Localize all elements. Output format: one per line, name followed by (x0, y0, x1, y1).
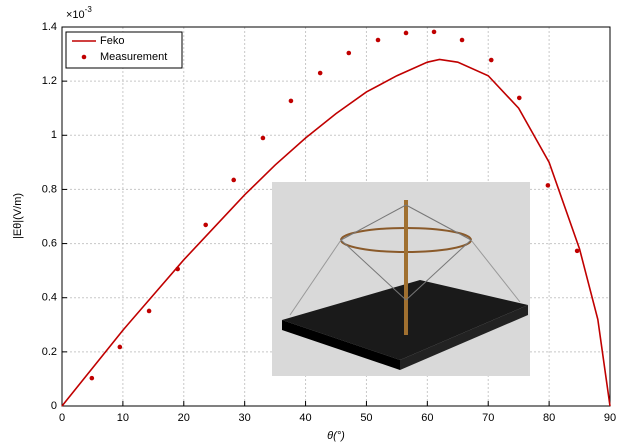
y-multiplier: ×10-3 (66, 5, 92, 21)
legend-label: Measurement (100, 51, 167, 63)
x-tick-label: 50 (360, 412, 372, 424)
y-tick-label: 0.6 (42, 237, 57, 249)
data-point (146, 308, 152, 314)
data-point (545, 183, 551, 188)
plot-frame (61, 26, 611, 407)
data-point (516, 95, 522, 101)
data-point (459, 37, 465, 43)
legend-label: Feko (100, 35, 124, 47)
x-tick-label: 0 (59, 412, 65, 424)
y-tick-label: 0.8 (42, 183, 57, 195)
y-tick-label: 0.4 (42, 292, 57, 304)
data-point (231, 177, 237, 183)
x-tick-label: 60 (421, 412, 433, 424)
data-point (288, 98, 294, 104)
y-tick-label: 1.2 (42, 75, 57, 87)
y-multiplier-base: ×10 (66, 9, 85, 21)
x-tick-label: 70 (482, 412, 494, 424)
data-point (346, 50, 352, 56)
data-point (375, 37, 381, 43)
data-point (574, 248, 580, 254)
data-point (260, 135, 266, 141)
x-tick-label: 20 (178, 412, 190, 424)
data-point (488, 57, 494, 63)
data-point (431, 29, 437, 35)
data-point (203, 222, 208, 228)
data-point (175, 266, 180, 272)
y-tick-label: 1 (51, 129, 57, 141)
data-point (317, 70, 323, 76)
data-point (117, 344, 123, 350)
x-tick-label: 40 (299, 412, 311, 424)
y-tick-label: 0 (51, 400, 57, 412)
inset-photo (272, 182, 530, 376)
y-multiplier-exponent: -3 (85, 5, 93, 14)
x-tick-label: 90 (604, 412, 616, 424)
x-tick-label: 10 (117, 412, 129, 424)
legend-swatch (81, 54, 87, 60)
data-point (403, 30, 409, 36)
data-line (61, 58, 611, 407)
x-tick-label: 80 (543, 412, 555, 424)
x-axis-label: θ(°) (327, 430, 345, 442)
y-tick-label: 0.2 (42, 346, 57, 358)
legend (65, 31, 183, 69)
data-point (89, 375, 95, 381)
y-tick-label: 1.4 (42, 21, 57, 33)
x-tick-label: 30 (239, 412, 251, 424)
y-axis-label: |Eθ|(V/m) (12, 193, 24, 239)
